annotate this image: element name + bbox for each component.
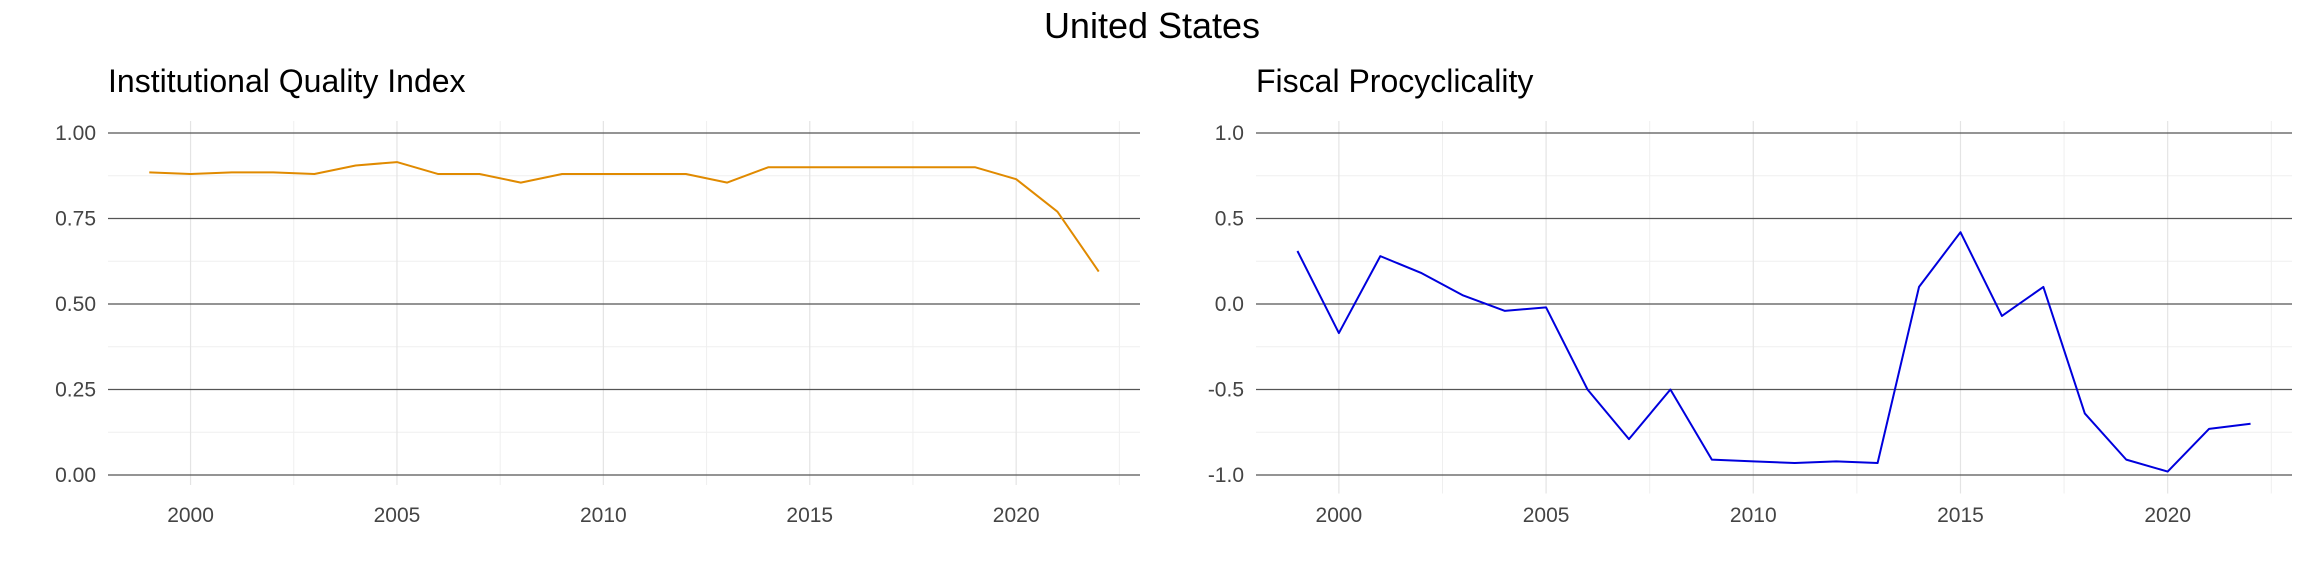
- data-point: [1876, 461, 1880, 465]
- data-point: [519, 181, 523, 185]
- data-point: [2041, 285, 2045, 289]
- data-point: [2249, 422, 2253, 426]
- data-point: [271, 170, 275, 174]
- data-point: [1097, 270, 1101, 274]
- data-point: [1461, 293, 1465, 297]
- figure-title: United States: [1044, 5, 1260, 46]
- data-point: [2124, 458, 2128, 462]
- data-point: [725, 181, 729, 185]
- y-tick-label: 0.50: [55, 293, 96, 316]
- data-point: [1378, 254, 1382, 258]
- data-point: [1295, 249, 1299, 253]
- data-point: [1958, 230, 1962, 234]
- data-point: [1055, 210, 1059, 214]
- series-line: [149, 161, 1100, 273]
- data-point: [147, 170, 151, 174]
- x-tick-label: 2015: [1937, 504, 1984, 527]
- data-point: [354, 163, 358, 167]
- y-tick-label: -1.0: [1208, 464, 1244, 487]
- data-point: [1917, 285, 1921, 289]
- data-point: [478, 172, 482, 176]
- x-tick-label: 2010: [580, 504, 627, 527]
- y-tick-label: 1.0: [1215, 122, 1244, 145]
- x-tick-label: 2015: [786, 504, 833, 527]
- data-point: [973, 165, 977, 169]
- y-tick-label: -0.5: [1208, 379, 1244, 402]
- x-tick-label: 2000: [1316, 504, 1363, 527]
- data-point: [1710, 458, 1714, 462]
- data-point: [2083, 411, 2087, 415]
- data-point: [932, 165, 936, 169]
- y-tick-label: 1.00: [55, 122, 96, 145]
- x-tick-label: 2005: [1523, 504, 1570, 527]
- y-tick-label: 0.25: [55, 379, 96, 402]
- chart-panel-fiscal-procyclicality: Fiscal Procyclicality 2000 2005 2010 2015 20…: [1208, 63, 2292, 527]
- x-tick-label: 2020: [2144, 504, 2191, 527]
- y-tick-label: 0.0: [1215, 293, 1244, 316]
- data-point: [1503, 309, 1507, 313]
- data-point: [1337, 331, 1341, 335]
- data-point: [2166, 470, 2170, 474]
- data-point: [1668, 388, 1672, 392]
- y-tick-label: 0.75: [55, 208, 96, 231]
- x-tick-label: 2005: [374, 504, 421, 527]
- data-point: [1627, 437, 1631, 441]
- x-tick-label: 2020: [993, 504, 1040, 527]
- series-line: [1296, 231, 2251, 473]
- data-point: [1544, 305, 1548, 309]
- chart-title: Fiscal Procyclicality: [1256, 63, 1533, 99]
- data-point: [1586, 388, 1590, 392]
- data-point: [2000, 314, 2004, 318]
- data-point: [230, 170, 234, 174]
- y-tick-label: 0.5: [1215, 208, 1244, 231]
- data-point: [395, 160, 399, 164]
- data-point: [1751, 459, 1755, 463]
- data-point: [2207, 427, 2211, 431]
- data-point: [1014, 177, 1018, 181]
- y-tick-label: 0.00: [55, 464, 96, 487]
- x-tick-label: 2010: [1730, 504, 1777, 527]
- x-tick-label: 2000: [167, 504, 214, 527]
- data-point: [189, 172, 193, 176]
- data-point: [312, 172, 316, 176]
- data-point: [1793, 461, 1797, 465]
- data-point: [766, 165, 770, 169]
- chart-title: Institutional Quality Index: [108, 63, 466, 99]
- data-point: [808, 165, 812, 169]
- data-point: [890, 165, 894, 169]
- data-point: [601, 172, 605, 176]
- data-point: [849, 165, 853, 169]
- data-point: [436, 172, 440, 176]
- data-point: [560, 172, 564, 176]
- data-point: [1834, 459, 1838, 463]
- data-point: [643, 172, 647, 176]
- data-point: [1420, 271, 1424, 275]
- data-point: [684, 172, 688, 176]
- chart-panel-institutional-quality: Institutional Quality Index 2000 2005 2010…: [55, 63, 1140, 527]
